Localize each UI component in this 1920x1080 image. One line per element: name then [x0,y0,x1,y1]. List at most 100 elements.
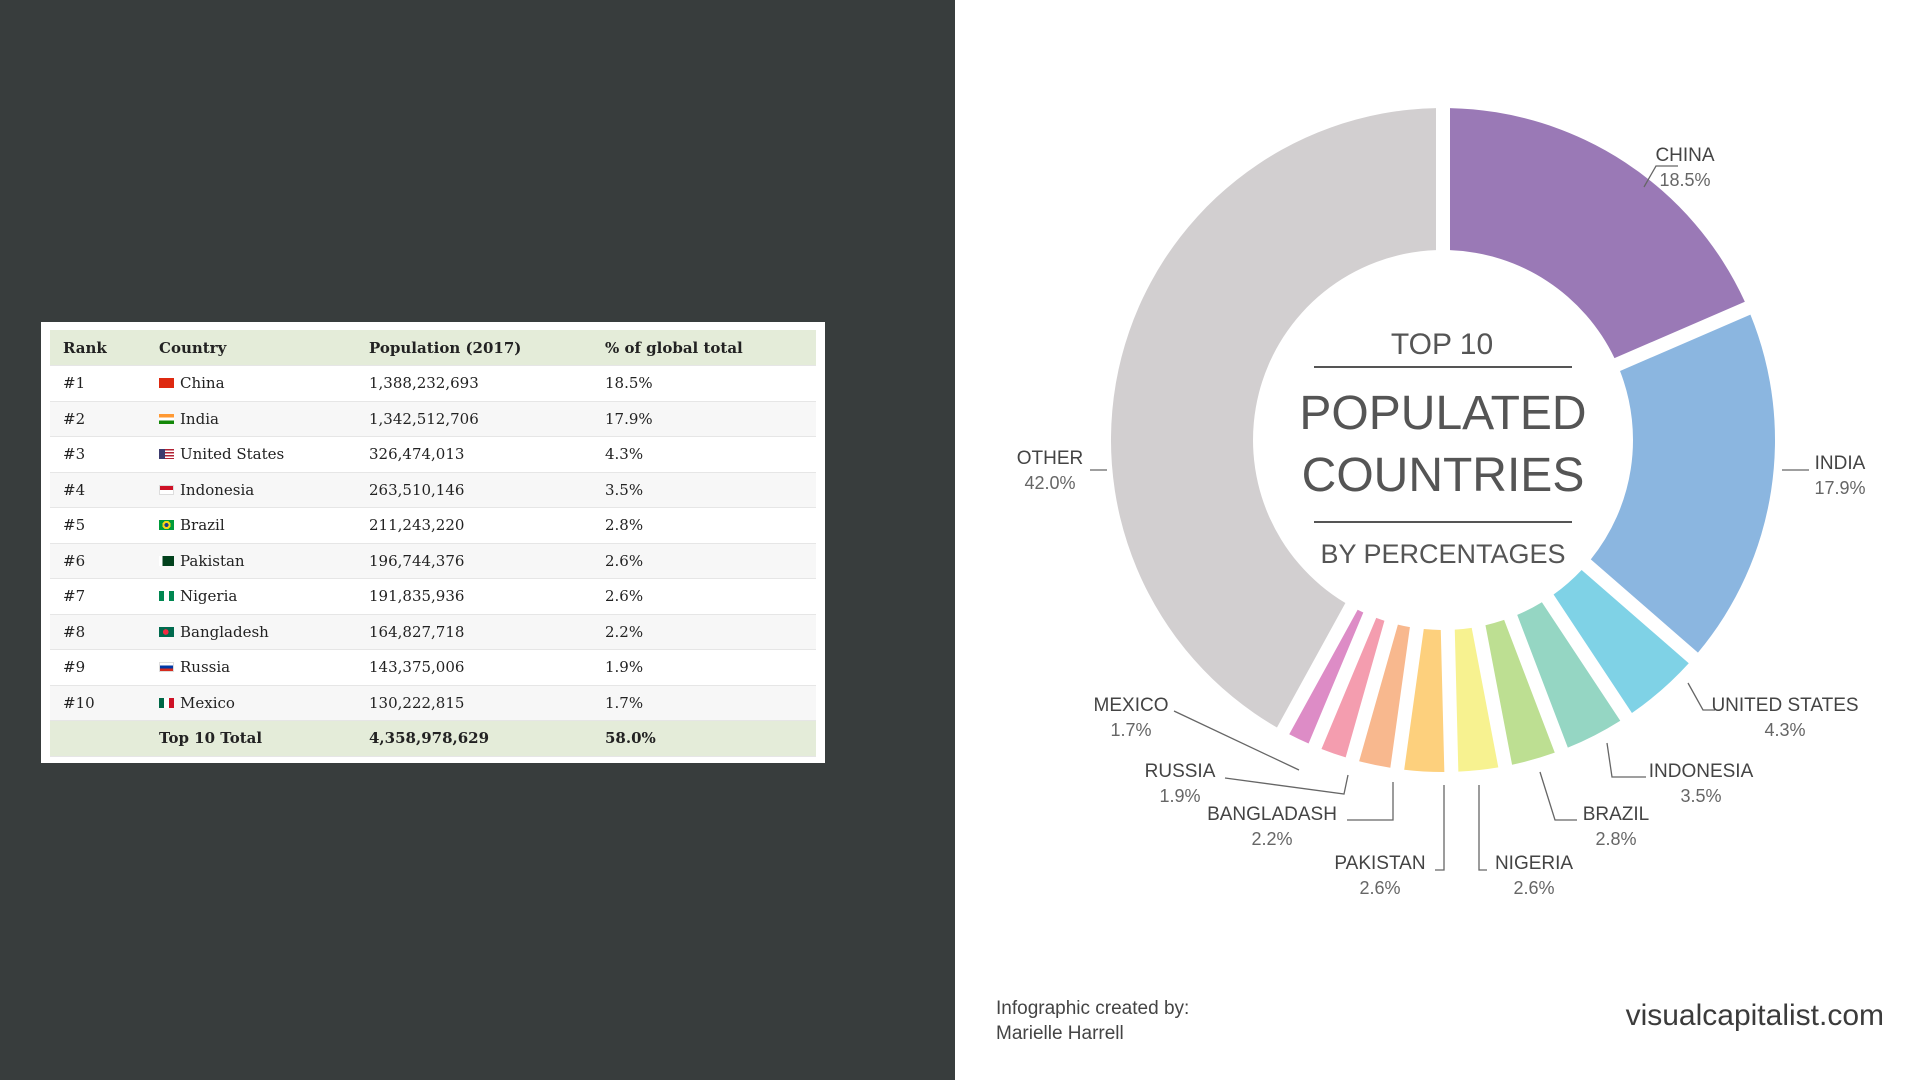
slice-nigeria [1454,627,1499,772]
slice-value-label: 3.5% [1680,786,1721,806]
table-row: #5 Brazil 211,243,220 2.8% [50,507,816,544]
pakistan-flag-icon [159,555,174,566]
slice-label: NIGERIA [1495,853,1573,874]
population-cell: 196,744,376 [356,543,592,579]
country-name: China [180,374,225,393]
slice-value-label: 2.2% [1251,829,1292,849]
country-name: Pakistan [180,551,245,570]
country-cell: Nigeria [146,578,356,615]
country-name: Brazil [180,516,225,535]
slice-label: UNITED STATES [1711,695,1858,716]
slice-label: CHINA [1655,145,1714,166]
leader-line-russia [1224,774,1349,795]
table-total-row: Top 10 Total 4,358,978,629 58.0% [50,720,816,757]
slice-label: BANGLADASH [1207,804,1337,825]
percent-cell: 18.5% [592,365,816,402]
country-cell: China [146,365,356,402]
percent-cell: 2.2% [592,614,816,650]
total-population: 4,358,978,629 [356,720,592,757]
table-row: #8 Bangladesh 164,827,718 2.2% [50,614,816,650]
percent-cell: 2.8% [592,507,816,544]
table-row: #4 Indonesia 263,510,146 3.5% [50,472,816,508]
country-cell: Indonesia [146,472,356,508]
country-name: India [180,409,219,428]
header-percent: % of global total [592,330,816,366]
slice-mexico [1289,609,1364,744]
header-country: Country [146,330,356,366]
country-cell: Russia [146,649,356,686]
rank-cell: #3 [50,436,146,473]
slice-value-label: 2.6% [1359,878,1400,898]
population-cell: 1,388,232,693 [356,365,592,402]
russia-flag-icon [159,662,174,673]
percent-cell: 17.9% [592,401,816,437]
rank-cell: #1 [50,365,146,402]
percent-cell: 2.6% [592,578,816,615]
slice-label: PAKISTAN [1334,853,1425,874]
total-percent: 58.0% [592,720,816,757]
header-population: Population (2017) [356,330,592,366]
rank-cell: #9 [50,649,146,686]
table-row: #9 Russia 143,375,006 1.9% [50,649,816,686]
country-name: Russia [180,658,231,677]
country-cell: Mexico [146,685,356,721]
infographic-credit: Infographic created by: Marielle Harrell [996,996,1189,1046]
slice-label: INDONESIA [1649,761,1754,782]
leader-line-pakistan [1435,785,1445,871]
rank-cell: #8 [50,614,146,650]
slice-china [1450,108,1745,359]
rank-cell: #10 [50,685,146,721]
population-cell: 211,243,220 [356,507,592,544]
left-panel: Rank Country Population (2017) % of glob… [0,0,955,1080]
slice-united-states [1553,569,1689,713]
total-label: Top 10 Total [146,720,356,757]
rank-cell: #7 [50,578,146,615]
brazil-flag-icon [159,520,174,531]
rank-cell: #5 [50,507,146,544]
population-cell: 326,474,013 [356,436,592,473]
chart-subtitle: BY PERCENTAGES [1320,539,1565,569]
slice-label: MEXICO [1094,695,1169,716]
brand-url: visualcapitalist.com [1625,999,1884,1032]
country-cell: Brazil [146,507,356,544]
slice-india [1590,314,1776,653]
leader-line-china [1643,165,1678,188]
slice-label: RUSSIA [1145,761,1216,782]
percent-cell: 1.9% [592,649,816,686]
table-row: #2 India 1,342,512,706 17.9% [50,401,816,437]
leader-line-nigeria [1478,785,1487,871]
percent-cell: 1.7% [592,685,816,721]
slice-value-label: 4.3% [1764,720,1805,740]
table-row: #1 China 1,388,232,693 18.5% [50,365,816,402]
united-states-flag-icon [159,449,174,460]
leader-line-indonesia [1606,742,1646,778]
population-cell: 164,827,718 [356,614,592,650]
slice-other [1110,108,1436,728]
leader-line-bangladash [1347,782,1394,821]
slice-value-label: 2.6% [1513,878,1554,898]
credit-line-1: Infographic created by: [996,998,1190,1019]
country-cell: India [146,401,356,437]
leader-line-mexico [1173,710,1300,771]
percent-cell: 2.6% [592,543,816,579]
slice-value-label: 1.9% [1159,786,1200,806]
population-cell: 130,222,815 [356,685,592,721]
population-cell: 263,510,146 [356,472,592,508]
percent-cell: 4.3% [592,436,816,473]
country-name: Nigeria [180,587,238,606]
bangladesh-flag-icon [159,626,174,637]
country-name: Bangladesh [180,622,269,641]
slice-pakistan [1404,629,1445,773]
slice-label: OTHER [1017,448,1084,469]
country-name: United States [180,445,285,464]
population-table-card: Rank Country Population (2017) % of glob… [41,322,825,763]
mexico-flag-icon [159,697,174,708]
slice-brazil [1485,619,1555,765]
slice-label: INDIA [1815,453,1866,474]
population-cell: 191,835,936 [356,578,592,615]
india-flag-icon [159,413,174,424]
leader-line-brazil [1539,771,1577,821]
slice-value-label: 2.8% [1595,829,1636,849]
table-row: #3 United States 326,474,013 4.3% [50,436,816,473]
